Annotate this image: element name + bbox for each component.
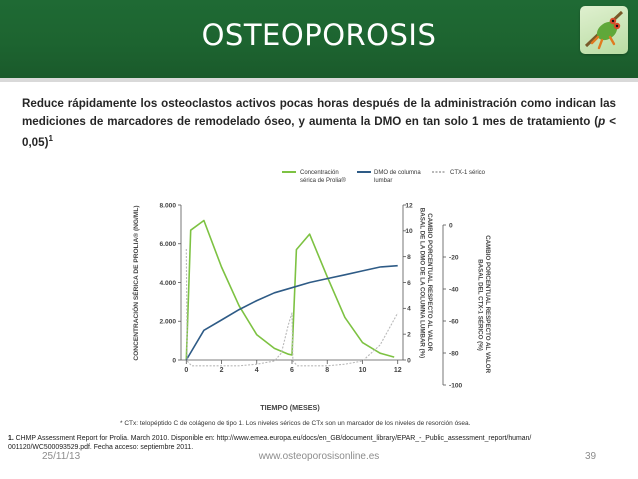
footer: 25/11/13 www.osteoporosisonline.es 39 xyxy=(0,451,638,465)
right-axis-title-line1: CAMBIO PORCENTUAL RESPECTO AL VALOR xyxy=(484,235,491,373)
footnote: * CTx: telopéptido C de colágeno de tipo… xyxy=(120,420,471,427)
x-axis-title: TIEMPO (MESES) xyxy=(260,403,320,412)
middle-axis-title-line1: CAMBIO PORCENTUAL RESPECTO AL VALOR xyxy=(426,213,433,351)
chart: Concentración sérica de Prolia® DMO de c… xyxy=(131,170,492,412)
intro-tail: < 0,05) xyxy=(22,114,616,149)
intro-text: Reduce rápidamente los osteoclastos acti… xyxy=(22,97,616,128)
legend-label-dmo-line2: lumbar xyxy=(374,178,392,184)
middle-tick-label: 10 xyxy=(405,228,413,235)
middle-tick-label: 8 xyxy=(407,254,411,261)
middle-axis-title-line2: BASAL DE LA DMO DE LA COLUMNA LUMBAR (%) xyxy=(419,208,426,358)
legend-label-dmo-line1: DMO de columna xyxy=(374,170,421,176)
x-tick-label: 10 xyxy=(359,367,367,374)
slide-title: OSTEOPOROSIS xyxy=(201,18,437,52)
right-tick-label: -80 xyxy=(449,350,459,357)
right-axis-title-line2: BASAL DEL CTX-1 SÉRICO (%) xyxy=(477,259,485,351)
middle-axis-title: CAMBIO PORCENTUAL RESPECTO AL VALOR BASA… xyxy=(419,208,434,358)
footer-page-number: 39 xyxy=(585,451,597,462)
right-axis-title: CAMBIO PORCENTUAL RESPECTO AL VALOR BASA… xyxy=(477,235,492,375)
reference: 1. CHMP Assessment Report for Prolia. Ma… xyxy=(8,434,628,452)
intro-p-value: p xyxy=(598,114,606,128)
legend-label-dmo: DMO de columna lumbar xyxy=(374,170,422,184)
axis-ticks: 0 2 4 6 8 10 12 8.000 6.000 4.000 2.000 0 12 10 8 6 4 2 0 0… xyxy=(159,202,462,389)
frog-logo xyxy=(580,6,628,54)
right-tick-label: -20 xyxy=(449,254,459,261)
right-tick-label: -60 xyxy=(449,318,459,325)
series-dmo-line xyxy=(185,264,398,361)
middle-tick-label: 2 xyxy=(407,332,411,339)
middle-tick-label: 6 xyxy=(407,280,411,287)
middle-tick-label: 4 xyxy=(407,306,411,313)
footer-date: 25/11/13 xyxy=(42,451,81,462)
reference-line1: CHMP Assessment Report for Prolia. March… xyxy=(13,435,532,442)
x-tick-label: 8 xyxy=(325,367,329,374)
series-ctx-line xyxy=(185,248,399,367)
series-group xyxy=(185,219,399,367)
x-tick-label: 2 xyxy=(220,367,224,374)
legend-label-prolia-line2: sérica de Prolia® xyxy=(300,177,346,184)
reference-line2: 001120/WC500093529.pdf. Fecha acceso: se… xyxy=(8,444,194,451)
left-tick-label: 4.000 xyxy=(159,280,176,287)
x-tick-label: 0 xyxy=(184,367,188,374)
left-tick-label: 8.000 xyxy=(159,202,176,209)
intro-paragraph: Reduce rápidamente los osteoclastos acti… xyxy=(22,95,616,151)
legend-label-prolia: Concentración sérica de Prolia® xyxy=(300,170,346,184)
left-tick-label: 6.000 xyxy=(159,241,176,248)
header-banner: OSTEOPOROSIS xyxy=(0,0,638,78)
middle-tick-label: 12 xyxy=(405,202,413,209)
x-tick-label: 12 xyxy=(394,367,402,374)
series-prolia-line xyxy=(185,219,395,361)
chart-legend: Concentración sérica de Prolia® DMO de c… xyxy=(282,170,486,184)
left-tick-label: 0 xyxy=(172,357,176,364)
left-axis-title: CONCENTRACIÓN SÉRICA DE PROLIA® (NG/ML) xyxy=(131,205,140,360)
x-tick-label: 4 xyxy=(255,367,259,374)
reference-number: 1. xyxy=(8,435,14,442)
legend-label-ctx: CTX-1 sérico xyxy=(450,170,486,176)
footer-site[interactable]: www.osteoporosisonline.es xyxy=(258,451,380,462)
intro-citation: 1 xyxy=(48,134,53,143)
right-tick-label: 0 xyxy=(449,222,453,229)
left-tick-label: 2.000 xyxy=(159,319,176,326)
right-tick-label: -100 xyxy=(449,382,463,389)
middle-tick-label: 0 xyxy=(407,357,411,364)
x-tick-label: 6 xyxy=(290,367,294,374)
legend-label-prolia-line1: Concentración xyxy=(300,170,339,176)
right-tick-label: -40 xyxy=(449,286,459,293)
banner-divider xyxy=(0,78,638,82)
